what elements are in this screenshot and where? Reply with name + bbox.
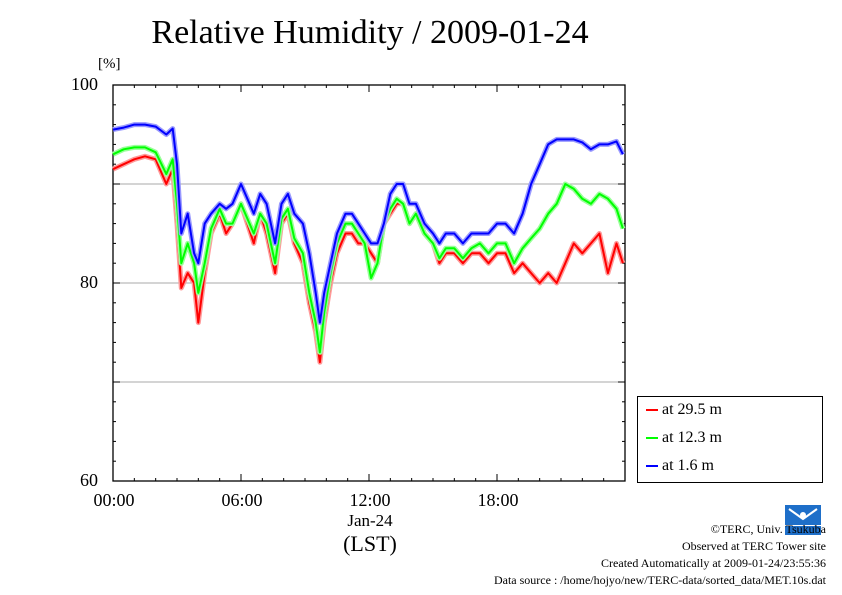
terc-logo: [785, 505, 821, 535]
x-tick-label-0600: 06:00: [221, 490, 263, 510]
footer-copyright: ©TERC, Univ. Tsukuba: [710, 522, 826, 536]
footer-created: Created Automatically at 2009-01-24/23:5…: [601, 556, 826, 570]
legend-swatch-blue: [646, 465, 658, 468]
x-date-label: Jan-24: [347, 511, 393, 530]
series-line-0: [112, 155, 624, 364]
legend-item-29-5m: at 29.5 m: [646, 401, 722, 419]
y-axis-unit: [%]: [98, 56, 121, 72]
legend-label-1-6m: at 1.6 m: [662, 457, 714, 474]
legend-label-12-3m: at 12.3 m: [662, 429, 722, 446]
legend-swatch-green: [646, 437, 658, 440]
footer-observed: Observed at TERC Tower site: [681, 539, 826, 553]
y-tick-label-60: 60: [80, 470, 98, 490]
legend-label-29-5m: at 29.5 m: [662, 401, 722, 418]
x-tick-label-0000: 00:00: [93, 490, 135, 510]
y-tick-label-100: 100: [71, 74, 98, 94]
series-line-1: [112, 146, 624, 354]
legend-swatch-red: [646, 409, 658, 412]
x-axis-label: (LST): [343, 531, 397, 556]
legend: at 29.5 m at 12.3 m at 1.6 m: [637, 396, 823, 483]
legend-item-12-3m: at 12.3 m: [646, 429, 722, 447]
footer-source: Data source : /home/hojyo/new/TERC-data/…: [493, 573, 826, 587]
series-line-2: [112, 123, 624, 324]
x-tick-label-1800: 18:00: [477, 490, 519, 510]
y-tick-label-80: 80: [80, 272, 98, 292]
chart-title: Relative Humidity / 2009-01-24: [151, 14, 589, 51]
legend-item-1-6m: at 1.6 m: [646, 457, 714, 475]
x-tick-label-1200: 12:00: [349, 490, 391, 510]
